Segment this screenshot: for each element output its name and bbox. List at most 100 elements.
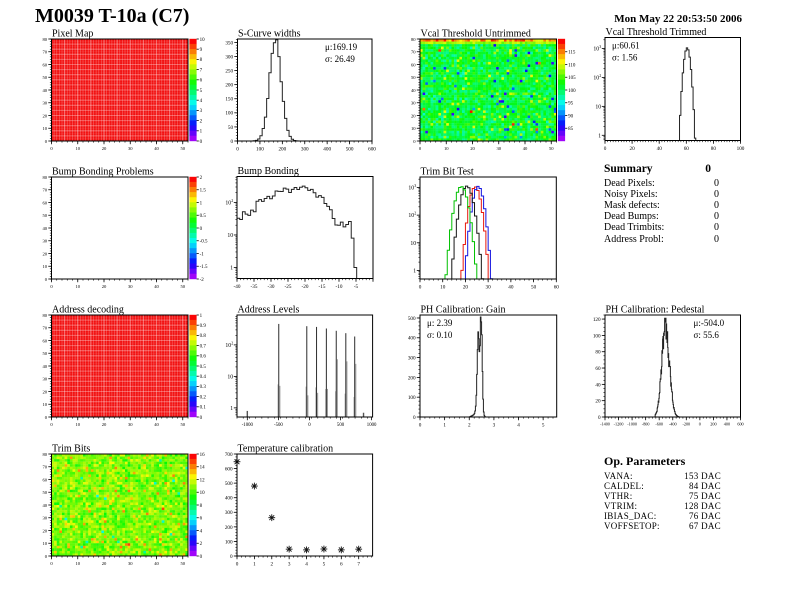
y-tick-label: 70	[411, 50, 416, 55]
x-tick-label: 2	[270, 561, 273, 567]
summary-row: Mask defects: 0	[604, 200, 719, 211]
y-tick-label: 200	[408, 375, 416, 381]
colorbar-tick-label: 95	[568, 102, 574, 107]
x-tick-label: 40	[154, 146, 159, 151]
colorbar-tick-label: 0.2	[200, 395, 207, 400]
x-tick-label: 6	[340, 561, 343, 567]
hist-trim-bit-11	[420, 186, 557, 280]
x-tick-label: -200	[682, 421, 690, 426]
colorbar-tick-label: 1	[200, 201, 203, 206]
colorbar-tick-label: 12	[200, 478, 206, 483]
op-parameters-panel: Op. Parameters VANA: 153 DAC CALDEL: 84 DAC…	[604, 455, 721, 531]
summary-row-value: 0	[714, 178, 719, 190]
y-tick-label: 40	[43, 503, 48, 508]
y-tick-label: 0	[231, 139, 234, 145]
plot-frame	[236, 314, 374, 418]
y-tick-label: 102	[408, 211, 416, 219]
y-tick-label: 70	[43, 465, 48, 470]
colorbar-tick-label: -0.5	[200, 240, 208, 245]
hist-trim-bit-7	[420, 186, 557, 280]
colorbar-tick-label: 9	[200, 48, 203, 53]
op-parameter-row-value: 153 DAC	[684, 470, 721, 481]
x-tick-label: 50	[180, 146, 185, 151]
colorbar-tick-label: -1.5	[200, 265, 208, 270]
y-tick-label: 600	[225, 466, 233, 472]
y-tick-label: 0	[45, 139, 48, 144]
colorbar-tick-label: 1	[200, 130, 203, 135]
y-tick-label: 30	[411, 101, 416, 106]
y-tick-label: 100	[225, 111, 233, 117]
stats-line: σ: 0.10	[427, 330, 453, 340]
x-tick-label: 200	[710, 421, 716, 426]
plot-title: Vcal Threshold Untrimmed	[421, 29, 531, 40]
y-tick-label: 60	[43, 338, 48, 343]
op-parameter-row: IBIAS_DAC: 76 DAC	[604, 511, 721, 521]
timestamp: Mon May 22 20:53:50 2006	[614, 13, 742, 25]
op-parameter-row: VANA: 153 DAC	[604, 471, 721, 481]
colorbar-tick-label: 0	[200, 555, 203, 560]
plot-title: Address Levels	[238, 305, 300, 316]
colorbar-tick-label: 85	[568, 127, 574, 132]
x-tick-label: 40	[154, 561, 159, 566]
summary-row: Dead Pixels: 0	[604, 178, 719, 189]
x-tick-label: 0	[604, 146, 607, 152]
colorbar-tick-label: 115	[568, 51, 576, 56]
plot-frame	[419, 176, 557, 280]
plot-title: Pixel Map	[52, 29, 93, 40]
x-tick-label: 5	[323, 561, 326, 567]
x-tick-label: 4	[517, 422, 520, 428]
colorbar-tick-label: 6	[200, 79, 203, 84]
op-parameter-row-label: IBIAS_DAC:	[604, 510, 657, 521]
x-tick-label: 0	[419, 146, 422, 151]
plot-frame	[51, 314, 189, 418]
y-tick-label: 1	[598, 133, 601, 139]
x-tick-label: 50	[180, 561, 185, 566]
y-tick-label: 20	[43, 113, 48, 118]
colorbar-tick-label: 0.9	[200, 324, 207, 329]
colorbar-tick-label: 0.4	[200, 375, 207, 380]
x-tick-label: 20	[102, 422, 107, 427]
colorbar-tick-label: -1	[200, 252, 205, 257]
plot-frame	[419, 314, 558, 418]
y-tick-label: 100	[225, 539, 233, 545]
y-tick-label: 300	[225, 54, 233, 60]
y-tick-label: 60	[43, 62, 48, 67]
y-tick-label: 30	[43, 377, 48, 382]
hist-trim-bit-3	[420, 185, 557, 280]
x-tick-label: 30	[128, 146, 133, 151]
x-tick-label: 50	[180, 422, 185, 427]
y-tick-label: 700	[225, 452, 233, 458]
page-title: M0039 T-10a (C7)	[35, 5, 190, 27]
colorbar-tick-label: 0	[200, 140, 203, 145]
y-tick-label: 30	[43, 101, 48, 106]
y-tick-label: 350	[225, 40, 233, 46]
y-tick-label: 40	[43, 88, 48, 93]
x-tick-label: 40	[523, 146, 528, 151]
y-tick-label: 60	[43, 200, 48, 205]
y-tick-label: 80	[43, 452, 48, 457]
colorbar-tick-label: 5	[200, 89, 203, 94]
summary-row: Noisy Pixels: 0	[604, 189, 719, 200]
y-tick-label: 10	[227, 233, 233, 239]
y-tick-label: 40	[43, 364, 48, 369]
colorbar-tick-label: 8	[200, 504, 203, 509]
plot-title: PH Calibration: Gain	[421, 305, 506, 316]
x-tick-label: 0	[419, 284, 422, 290]
x-tick-label: 60	[554, 284, 560, 290]
colorbar-tick-label: 4	[200, 529, 203, 534]
op-parameter-row-label: VOFFSETOP:	[604, 521, 660, 532]
x-tick-label: -5	[354, 284, 359, 290]
x-tick-label: 0	[699, 421, 701, 426]
y-tick-label: 40	[43, 226, 48, 231]
x-tick-label: 0	[236, 146, 239, 152]
x-tick-label: 500	[346, 146, 354, 152]
x-tick-label: 400	[724, 421, 730, 426]
summary-row-label: Mask defects:	[604, 200, 660, 212]
x-tick-label: 0	[50, 146, 53, 151]
y-tick-label: 0	[413, 139, 416, 144]
y-tick-label: 0	[598, 415, 601, 421]
y-tick-label: 300	[225, 510, 233, 516]
summary-row-value: 0	[714, 189, 719, 201]
op-parameter-row-value: 76 DAC	[688, 510, 721, 521]
op-parameter-row: VOFFSETOP: 67 DAC	[604, 521, 721, 531]
